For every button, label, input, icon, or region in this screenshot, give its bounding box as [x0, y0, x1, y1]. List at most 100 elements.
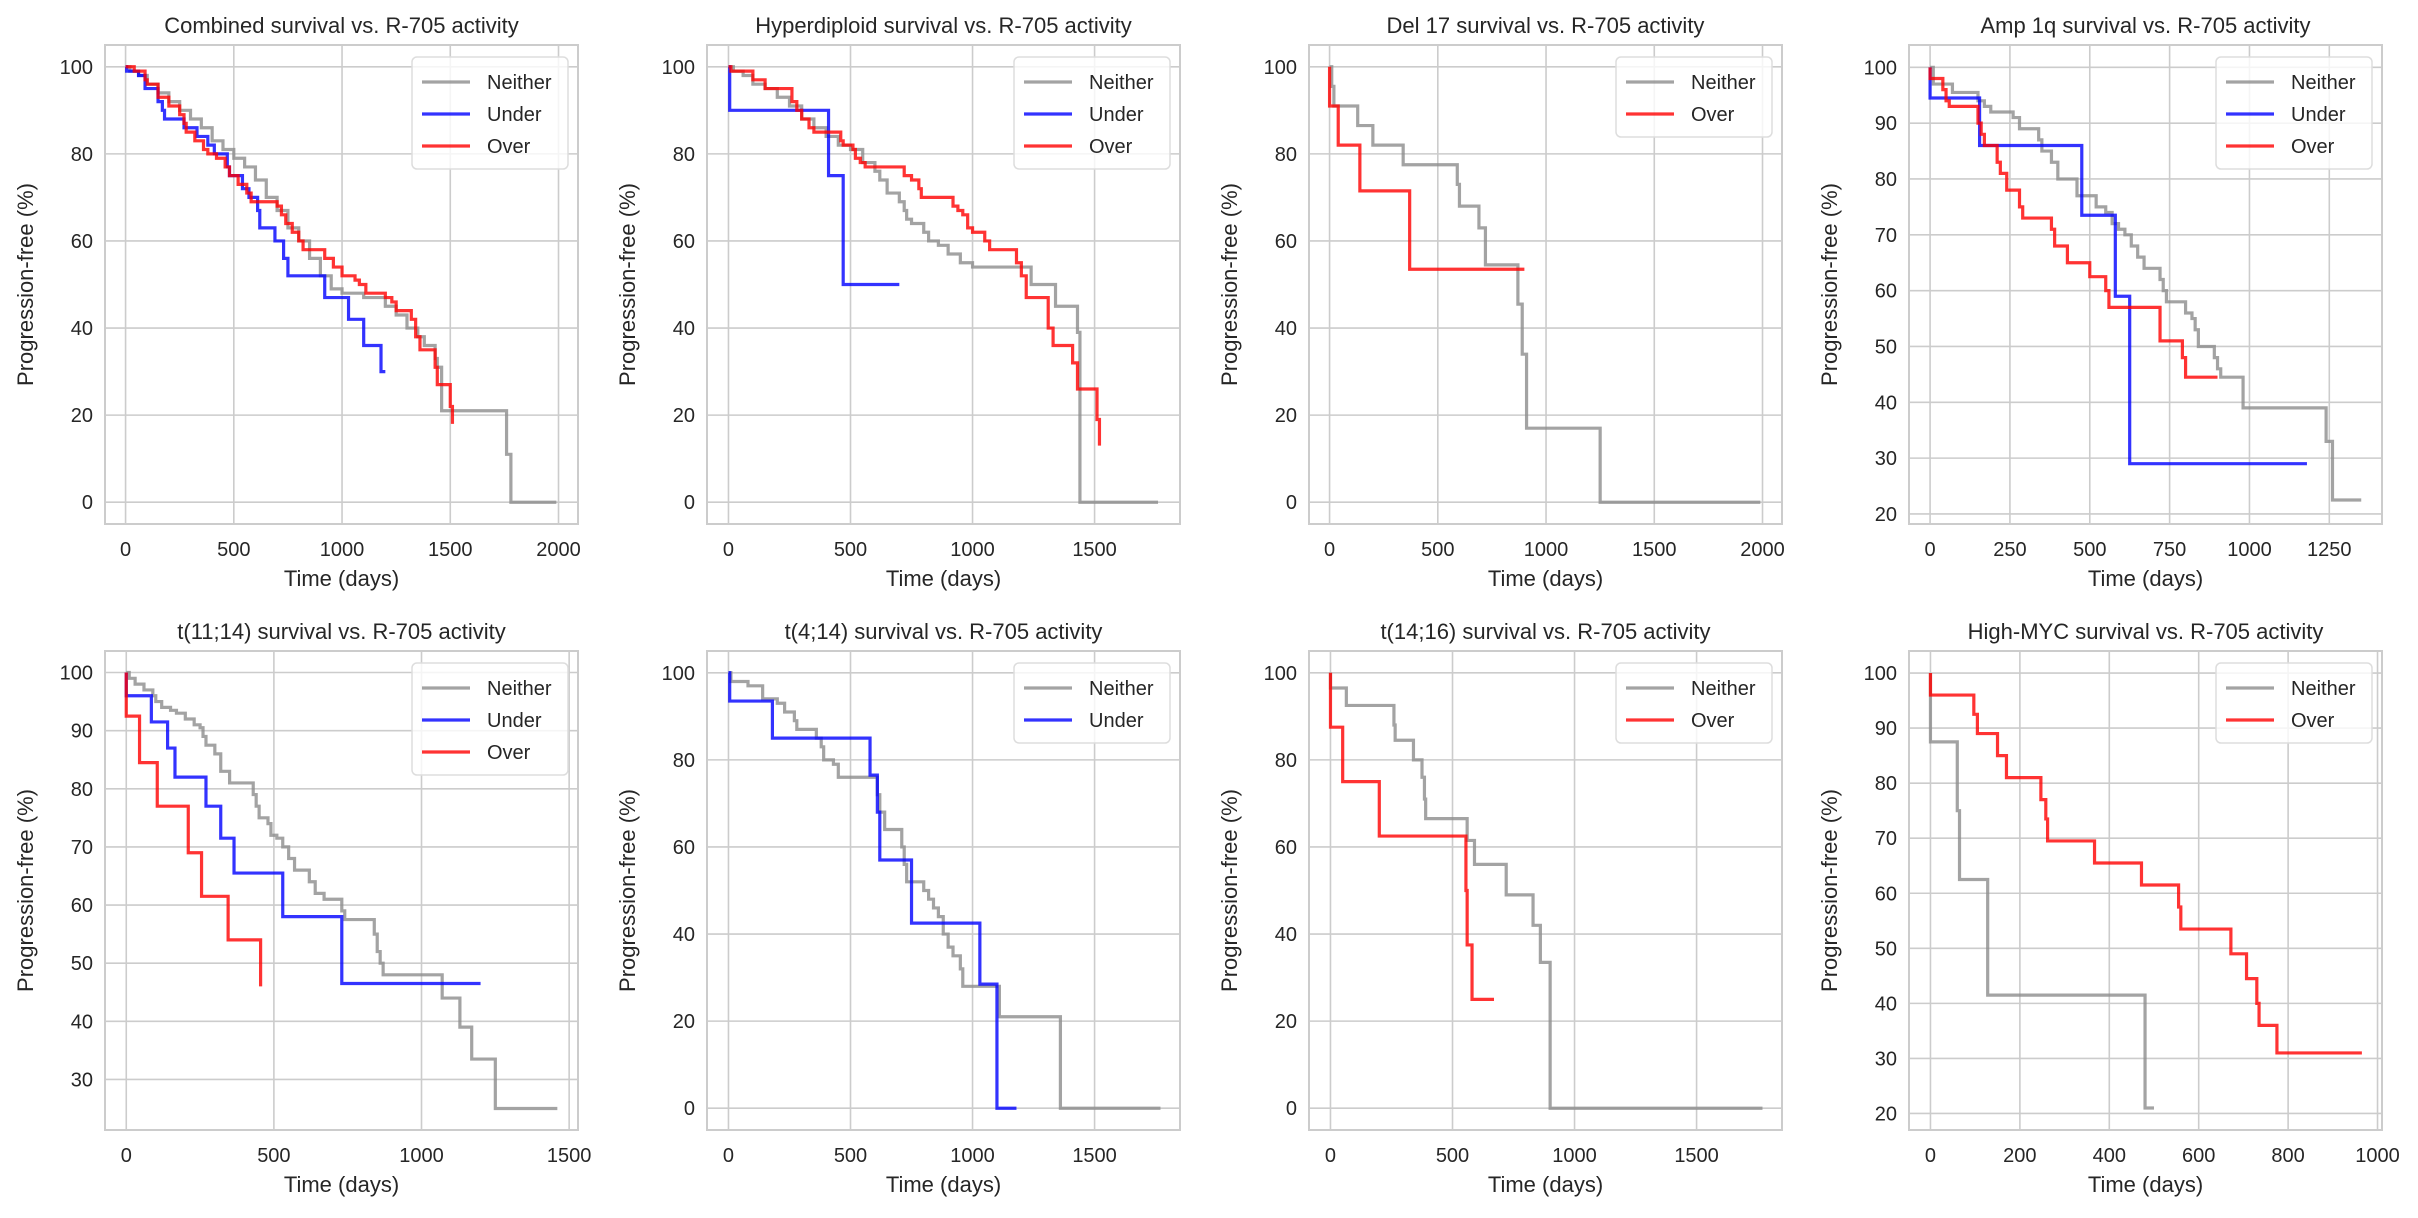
legend-label: Neither — [2291, 72, 2356, 94]
legend-label: Under — [1089, 104, 1144, 126]
y-tick-label: 70 — [1875, 225, 1897, 247]
survival-curve-neither — [728, 65, 1159, 504]
y-tick-label: 0 — [82, 492, 93, 514]
legend: Neither Under Over — [1013, 56, 1171, 170]
x-tick-label: 500 — [257, 1145, 290, 1167]
survival-curve-under — [728, 65, 900, 287]
x-tick-label: 500 — [834, 539, 867, 561]
survival-curve-under — [1928, 67, 2307, 466]
legend-label: Under — [487, 710, 542, 732]
y-tick-label: 40 — [1275, 318, 1297, 340]
y-tick-label: 20 — [1275, 405, 1297, 427]
axes-frame — [104, 650, 579, 1131]
axes-frame — [1308, 650, 1783, 1131]
legend-label: Neither — [1691, 72, 1756, 94]
legend-label: Over — [487, 136, 531, 158]
x-tick-label: 1250 — [2307, 539, 2352, 561]
subplot-title: t(11;14) survival vs. R-705 activity — [177, 619, 505, 644]
x-tick-label: 0 — [1925, 539, 1936, 561]
x-tick-label: 1000 — [1524, 539, 1569, 561]
legend-label: Under — [1089, 710, 1144, 732]
x-tick-label: 1000 — [2355, 1145, 2400, 1167]
x-tick-label: 250 — [1993, 539, 2026, 561]
y-tick-label: 70 — [1875, 828, 1897, 850]
y-tick-label: 80 — [1275, 144, 1297, 166]
survival-curve-neither — [126, 670, 558, 1111]
x-tick-label: 1500 — [1072, 539, 1117, 561]
legend: Neither Under Over — [411, 56, 569, 170]
y-tick-label: 60 — [71, 231, 93, 253]
legend-box — [411, 56, 569, 170]
y-tick-label: 100 — [1264, 57, 1297, 79]
axes-frame — [1908, 650, 2383, 1131]
x-tick-label: 500 — [834, 1145, 867, 1167]
legend-box — [2215, 56, 2373, 170]
x-axis-label: Time (days) — [2088, 566, 2203, 591]
legend: Neither Over — [1615, 662, 1773, 744]
x-tick-label: 0 — [1925, 1145, 1936, 1167]
survival-curve-over — [125, 65, 455, 424]
subplot-4: 0 250 500 750 1000 1250 20 30 40 50 60 70 80 90 100 Amp… — [1817, 13, 2383, 591]
legend-label: Neither — [487, 72, 552, 94]
legend-box — [1615, 56, 1773, 138]
legend: Neither Under — [1013, 662, 1171, 744]
x-tick-label: 1000 — [2227, 539, 2272, 561]
x-tick-label: 600 — [2182, 1145, 2215, 1167]
axes-frame — [1908, 44, 2383, 525]
subplot-title: Combined survival vs. R-705 activity — [164, 13, 519, 38]
subplot-title: t(14;16) survival vs. R-705 activity — [1380, 619, 1710, 644]
x-tick-label: 500 — [1421, 539, 1454, 561]
x-tick-label: 1000 — [1552, 1145, 1597, 1167]
y-tick-label: 30 — [1875, 1048, 1897, 1070]
subplot-7: 0 500 1000 1500 0 20 40 60 80 100 t(14;16) surviva… — [1217, 619, 1783, 1197]
survival-curve-over — [1928, 673, 2362, 1055]
legend: Neither Over — [2215, 662, 2373, 744]
legend-label: Neither — [1089, 72, 1154, 94]
y-tick-label: 40 — [71, 1011, 93, 1033]
subplot-title: Amp 1q survival vs. R-705 activity — [1980, 13, 2310, 38]
axes-frame — [104, 44, 579, 525]
x-tick-label: 500 — [2073, 539, 2106, 561]
y-tick-label: 0 — [1286, 492, 1297, 514]
survival-curve-over — [1327, 66, 1525, 271]
survival-curve-under — [728, 671, 1017, 1110]
y-tick-label: 20 — [1875, 504, 1897, 526]
y-axis-label: Progression-free (%) — [1217, 789, 1242, 992]
x-tick-label: 0 — [1325, 1145, 1336, 1167]
legend: Neither Under Over — [411, 662, 569, 776]
y-tick-label: 80 — [673, 144, 695, 166]
survival-curve-under — [124, 672, 481, 986]
y-tick-label: 40 — [71, 318, 93, 340]
y-tick-label: 40 — [1875, 993, 1897, 1015]
y-tick-label: 90 — [71, 721, 93, 743]
x-tick-label: 200 — [2003, 1145, 2036, 1167]
legend-box — [1615, 662, 1773, 744]
x-tick-label: 0 — [121, 1145, 132, 1167]
x-tick-label: 0 — [723, 539, 734, 561]
survival-curve-under — [125, 65, 386, 374]
y-axis-label: Progression-free (%) — [1217, 183, 1242, 386]
y-tick-label: 20 — [673, 405, 695, 427]
y-tick-label: 100 — [1864, 57, 1897, 79]
x-tick-label: 1000 — [950, 539, 995, 561]
y-tick-label: 80 — [71, 144, 93, 166]
subplot-5: 0 500 1000 1500 30 40 50 60 70 80 90 100 t(11;14) su… — [13, 619, 591, 1197]
x-tick-label: 1000 — [320, 539, 365, 561]
y-axis-label: Progression-free (%) — [13, 789, 38, 992]
subplot-8: 0 200 400 600 800 1000 20 30 40 50 60 70 80 90 100 High… — [1817, 619, 2400, 1197]
y-tick-label: 80 — [1875, 169, 1897, 191]
x-tick-label: 800 — [2271, 1145, 2304, 1167]
y-tick-label: 30 — [71, 1069, 93, 1091]
y-axis-label: Progression-free (%) — [1817, 183, 1842, 386]
legend-label: Over — [2291, 710, 2335, 732]
subplot-2: 0 500 1000 1500 0 20 40 60 80 100 Hyperdiploid sur… — [615, 13, 1181, 591]
y-axis-label: Progression-free (%) — [13, 183, 38, 386]
x-tick-label: 400 — [2093, 1145, 2126, 1167]
y-axis-label: Progression-free (%) — [615, 789, 640, 992]
y-tick-label: 60 — [1275, 837, 1297, 859]
legend-label: Under — [487, 104, 542, 126]
x-tick-label: 750 — [2153, 539, 2186, 561]
y-tick-label: 20 — [1875, 1103, 1897, 1125]
survival-curve-over — [1928, 67, 2218, 379]
